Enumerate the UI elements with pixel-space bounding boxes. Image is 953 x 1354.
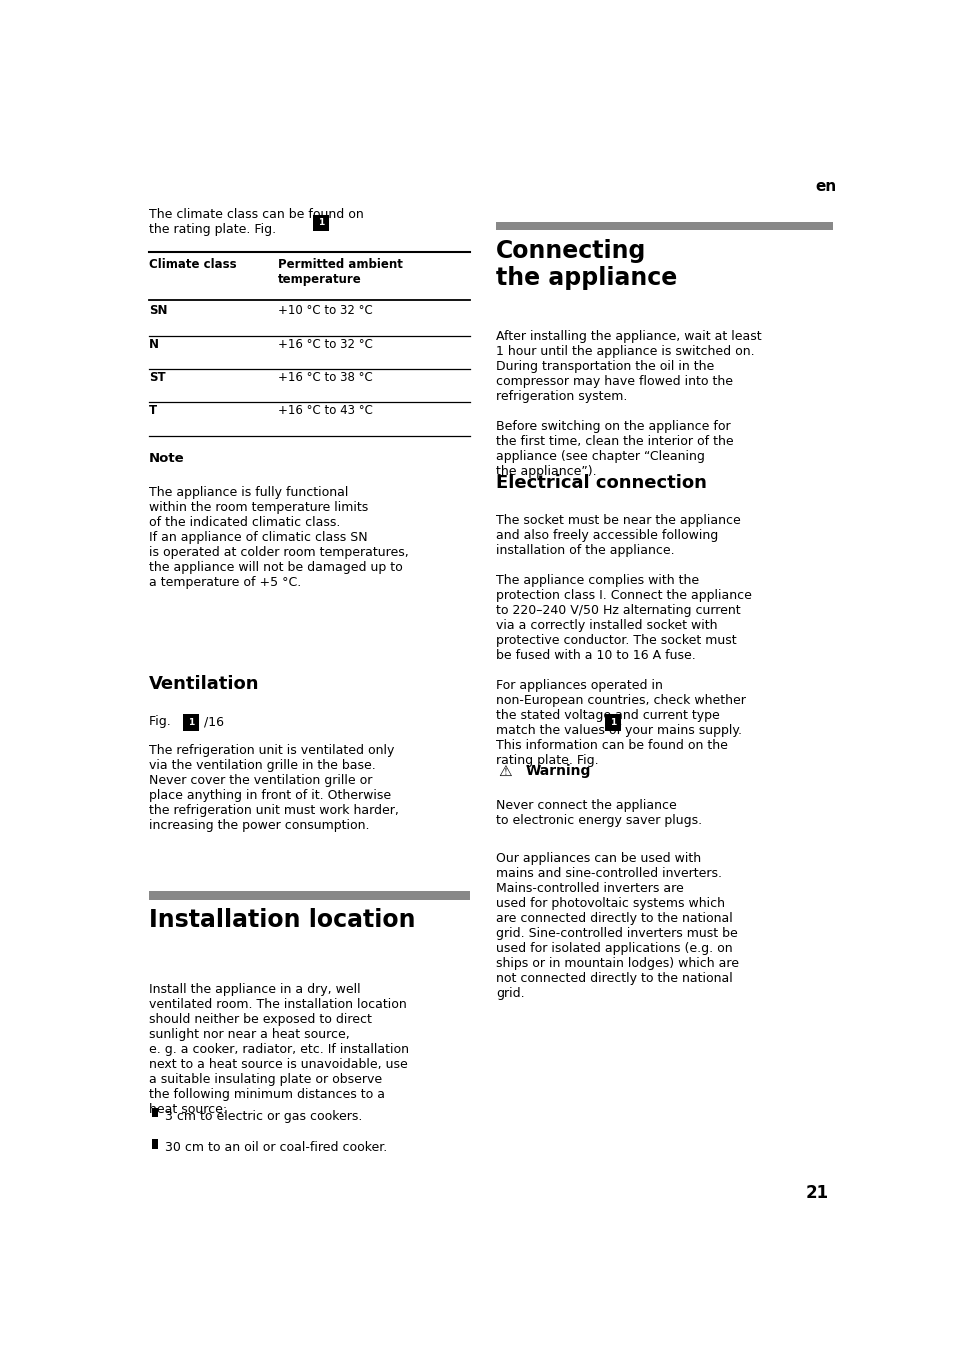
FancyBboxPatch shape [152, 1139, 158, 1148]
Text: 1: 1 [317, 218, 324, 227]
FancyBboxPatch shape [604, 714, 620, 731]
Text: ⚠: ⚠ [497, 764, 511, 779]
Text: Install the appliance in a dry, well
ventilated room. The installation location
: Install the appliance in a dry, well ven… [149, 983, 409, 1116]
Text: After installing the appliance, wait at least
1 hour until the appliance is swit: After installing the appliance, wait at … [496, 330, 761, 478]
Text: +16 °C to 32 °C: +16 °C to 32 °C [278, 337, 373, 351]
Text: N: N [149, 337, 158, 351]
FancyBboxPatch shape [496, 222, 832, 230]
Text: 30 cm to an oil or coal-fired cooker.: 30 cm to an oil or coal-fired cooker. [165, 1141, 387, 1155]
Text: Never connect the appliance
to electronic energy saver plugs.: Never connect the appliance to electroni… [496, 799, 701, 827]
Text: The refrigeration unit is ventilated only
via the ventilation grille in the base: The refrigeration unit is ventilated onl… [149, 745, 398, 833]
Text: Fig.: Fig. [149, 715, 174, 728]
Text: Our appliances can be used with
mains and sine-controlled inverters.
Mains-contr: Our appliances can be used with mains an… [496, 852, 739, 999]
Text: Warning: Warning [525, 764, 591, 779]
Text: The climate class can be found on
the rating plate. Fig.: The climate class can be found on the ra… [149, 209, 363, 237]
Text: Permitted ambient
temperature: Permitted ambient temperature [278, 259, 403, 287]
Text: Connecting
the appliance: Connecting the appliance [496, 238, 677, 290]
Text: 1: 1 [188, 718, 193, 727]
Text: +16 °C to 38 °C: +16 °C to 38 °C [278, 371, 373, 385]
FancyBboxPatch shape [149, 891, 470, 899]
Text: +10 °C to 32 °C: +10 °C to 32 °C [278, 305, 373, 317]
Text: en: en [814, 179, 836, 194]
Text: 3 cm to electric or gas cookers.: 3 cm to electric or gas cookers. [165, 1110, 362, 1124]
Text: Climate class: Climate class [149, 259, 236, 271]
Text: Ventilation: Ventilation [149, 676, 259, 693]
FancyBboxPatch shape [313, 215, 329, 232]
Text: T: T [149, 405, 157, 417]
FancyBboxPatch shape [152, 1108, 158, 1117]
Text: SN: SN [149, 305, 167, 317]
Text: ST: ST [149, 371, 165, 385]
Text: 1: 1 [609, 718, 616, 727]
Text: The socket must be near the appliance
and also freely accessible following
insta: The socket must be near the appliance an… [496, 513, 751, 766]
Text: /16: /16 [203, 715, 223, 728]
Text: +16 °C to 43 °C: +16 °C to 43 °C [278, 405, 373, 417]
Text: 21: 21 [805, 1185, 828, 1202]
Text: Installation location: Installation location [149, 909, 415, 932]
Text: Note: Note [149, 452, 184, 466]
Text: The appliance is fully functional
within the room temperature limits
of the indi: The appliance is fully functional within… [149, 486, 408, 589]
Text: Electrical connection: Electrical connection [496, 474, 706, 493]
FancyBboxPatch shape [183, 714, 199, 731]
